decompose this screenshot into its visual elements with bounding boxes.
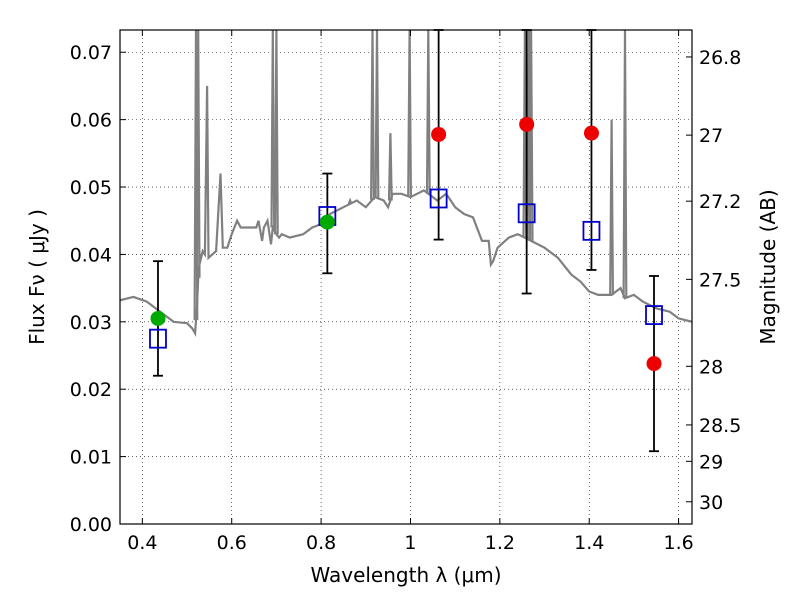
y-tick-label: 0.00 [70, 514, 112, 536]
magnitude-tick-label: 27 [699, 125, 723, 147]
x-tick-label: 0.6 [217, 532, 247, 554]
x-tick-label: 1.4 [574, 532, 604, 554]
upper-limit-point [583, 125, 599, 141]
model-band-point [582, 220, 601, 241]
x-axis-label: Wavelength λ (μm) [310, 563, 501, 587]
magnitude-tick-labels: 26.8 27 27.2 27.5 28 28.5 29 30 [699, 47, 741, 514]
spectrum-emission-line [425, 30, 431, 194]
detection-point [319, 214, 335, 230]
plot-frame [119, 29, 693, 525]
spectrum-emission-line [387, 133, 393, 201]
magnitude-tick-label: 27.5 [699, 269, 741, 291]
spectrum-emission-line [270, 30, 276, 228]
magnitude-axis-label: Magnitude (AB) [756, 189, 780, 344]
x-tick-labels: 0.4 0.6 0.8 1 1.2 1.4 1.6 [127, 532, 693, 554]
y-tick-label: 0.02 [70, 379, 112, 401]
magnitude-tick-label: 29 [699, 451, 723, 473]
upper-limit-point [646, 356, 662, 372]
spectrum-emission-line [347, 197, 353, 205]
spectrum-emission-line [407, 30, 412, 197]
y-axis-label: Flux Fν ( μJy ) [25, 209, 49, 345]
y-tick-label: 0.05 [70, 177, 112, 199]
model-band-point [517, 203, 536, 224]
x-tick-label: 0.8 [306, 532, 336, 554]
x-tick-label: 1.6 [663, 532, 693, 554]
upper-limit-point [519, 116, 535, 132]
spectrum-emission-line [370, 30, 375, 200]
upper-limit-point [431, 126, 447, 142]
x-tick-label: 1 [404, 532, 416, 554]
y-tick-labels: 0.00 0.01 0.02 0.03 0.04 0.05 0.06 0.07 [70, 42, 112, 536]
x-tick-label: 1.2 [485, 532, 515, 554]
model-band-point [149, 328, 167, 349]
y-tick-label: 0.03 [70, 312, 112, 334]
spectrum-emission-line [195, 30, 201, 278]
y-tick-label: 0.04 [70, 244, 112, 266]
spectrum-emission-line [374, 30, 380, 199]
model-band-point [429, 188, 448, 209]
spectrum-continuum [120, 85, 692, 337]
spectrum-emission-line [274, 30, 279, 235]
model-spectrum [120, 30, 692, 337]
y-tick-label: 0.06 [70, 110, 112, 132]
detection-point [150, 310, 166, 326]
spectrum-emission-line [609, 119, 614, 295]
magnitude-tick-label: 28 [699, 356, 723, 378]
magnitude-tick-label: 27.2 [699, 191, 741, 213]
spectrum-emission-line [528, 30, 534, 241]
axis-ticks [120, 30, 692, 525]
x-tick-label: 0.4 [127, 532, 157, 554]
magnitude-tick-label: 28.5 [699, 415, 741, 437]
model-band-point [645, 305, 663, 325]
spectrum-emission-line [622, 30, 628, 299]
data-markers [149, 116, 663, 372]
magnitude-tick-label: 26.8 [699, 47, 741, 69]
y-tick-label: 0.07 [70, 42, 112, 64]
y-tick-label: 0.01 [70, 447, 112, 469]
magnitude-tick-label: 30 [699, 492, 723, 514]
